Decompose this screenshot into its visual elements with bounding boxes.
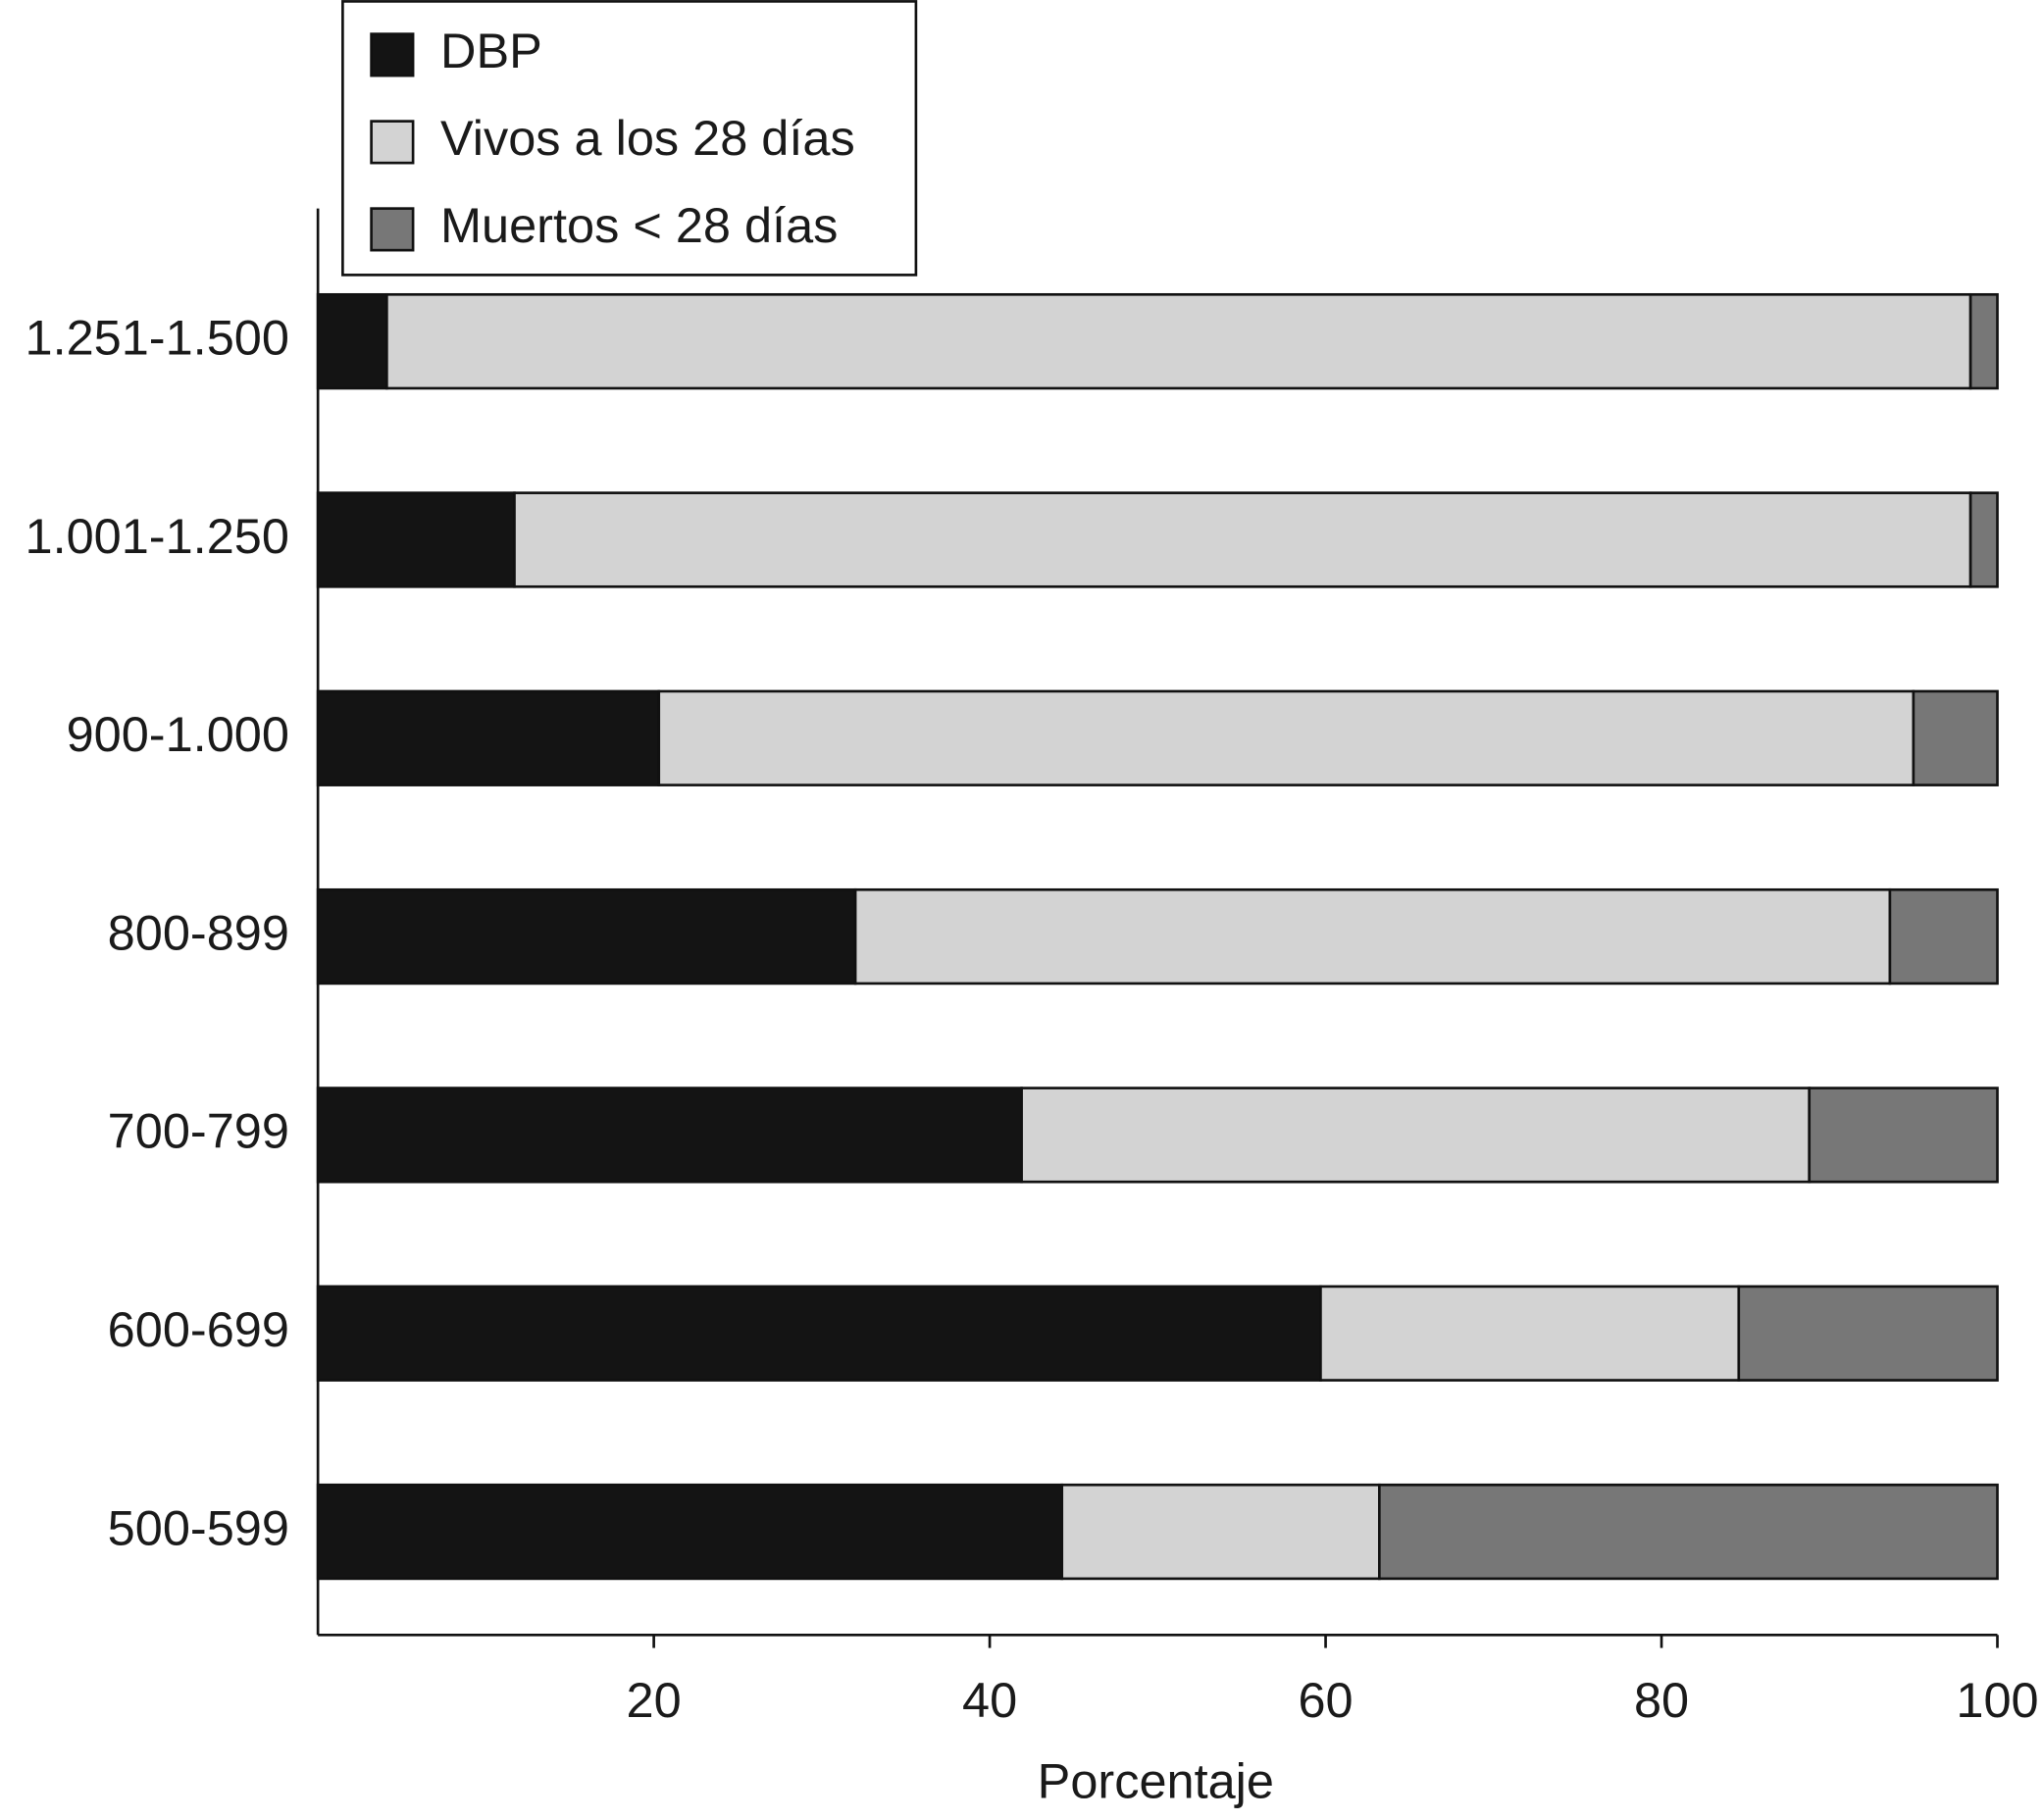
bar-segment [316,1285,1322,1382]
bar-segment [1808,1087,1999,1184]
x-tick-label: 60 [1298,1672,1353,1728]
bar-segment [513,491,1972,588]
bar-segment [385,292,1972,390]
bar-segment [1378,1483,1999,1581]
bar-segment [1968,292,1999,390]
x-tick-label: 100 [1956,1672,2038,1728]
x-tick-label: 20 [627,1672,682,1728]
y-tick-label: 800-899 [108,904,289,960]
bar-segment [316,887,857,986]
legend-swatch [370,32,415,77]
y-tick-label: 1.251-1.500 [26,309,289,365]
y-tick-label: 700-799 [108,1103,289,1159]
bar-segment [1020,1087,1812,1184]
x-axis-label: Porcentaje [1038,1752,1274,1808]
bar-segment [316,1087,1023,1184]
legend-label: Muertos < 28 días [440,197,838,253]
x-tick-label: 40 [962,1672,1017,1728]
legend-label: Vivos a los 28 días [440,110,855,166]
y-tick-label: 500-599 [108,1499,289,1555]
bar-segment [316,491,516,588]
legend-label: DBP [440,23,542,78]
bar-segment [316,1483,1064,1581]
y-tick-label: 1.001-1.250 [26,508,289,564]
bar-segment [316,292,388,390]
bar-segment [1968,491,1999,588]
bar-segment [1888,887,1999,986]
bar-segment [853,887,1892,986]
legend-swatch [370,120,415,165]
legend-swatch [370,207,415,252]
legend-box [341,0,918,277]
y-tick-label: 600-699 [108,1301,289,1357]
y-tick-label: 900-1.000 [67,706,289,762]
bar-segment [1319,1285,1741,1382]
bar-segment [1737,1285,1999,1382]
bar-segment [1060,1483,1381,1581]
x-tick-label: 80 [1634,1672,1689,1728]
bar-segment [657,689,1915,786]
bar-segment [316,689,661,786]
bar-segment [1912,689,1999,786]
